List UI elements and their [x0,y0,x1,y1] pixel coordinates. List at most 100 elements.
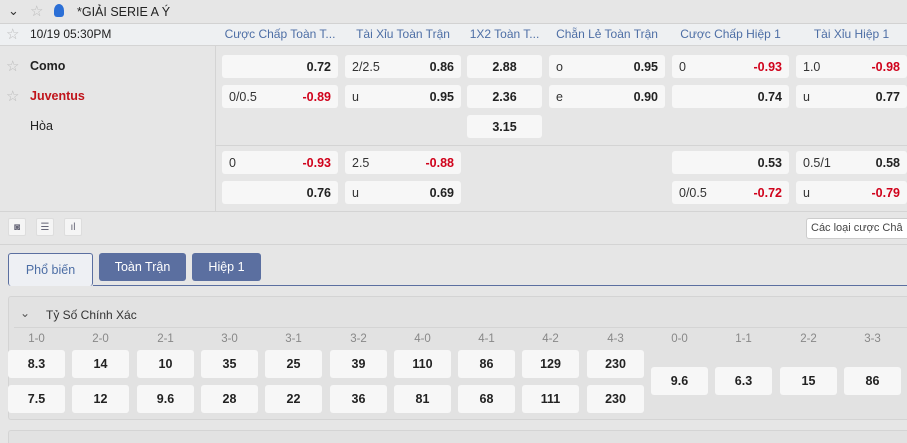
odds-cell[interactable]: 0 -0.93 [222,151,338,174]
score-odds-away[interactable]: 36 [330,385,387,413]
home-star-icon[interactable]: ☆ [6,58,20,75]
favorite-star-icon[interactable]: ☆ [30,3,44,20]
odds-cell[interactable]: 3.15 [467,115,542,138]
divider [0,211,907,212]
odds-cell[interactable]: e 0.90 [549,85,665,108]
score-label: 3-0 [221,333,238,345]
odds-value: 2.88 [492,59,517,74]
home-team: Como [30,59,66,73]
score-label: 1-1 [735,333,752,345]
tab-full-match[interactable]: Toàn Trận [99,253,186,281]
odds-cell[interactable]: 2.36 [467,85,542,108]
odds-value: 0.95 [633,59,658,74]
odds-value: 0.69 [429,185,454,200]
odds-cell[interactable]: 0.5/1 0.58 [796,151,907,174]
next-market-panel [8,430,907,443]
score-odds-home[interactable]: 10 [137,350,194,378]
odds-value: -0.93 [302,155,332,170]
divider [0,244,907,245]
score-label: 4-3 [607,333,624,345]
score-odds-home[interactable]: 230 [587,350,644,378]
odds-value: 3.15 [492,119,517,134]
score-odds-away[interactable]: 68 [458,385,515,413]
odds-value: 2.36 [492,89,517,104]
score-odds-home[interactable]: 8.3 [8,350,65,378]
score-odds-draw[interactable]: 86 [844,367,901,395]
score-odds-home[interactable]: 110 [394,350,451,378]
odds-cell[interactable]: 2.5 -0.88 [345,151,461,174]
odds-line: u [803,185,810,200]
score-odds-home[interactable]: 129 [522,350,579,378]
score-odds-away[interactable]: 28 [201,385,258,413]
odds-line: u [352,185,359,200]
score-odds-home[interactable]: 35 [201,350,258,378]
odds-value: 0.58 [875,155,900,170]
odds-cell[interactable]: 0/0.5 -0.72 [672,181,789,204]
odds-line: u [803,89,810,104]
score-label: 0-0 [671,333,688,345]
odds-value: -0.79 [871,185,901,200]
column-header: Cược Chấp Toàn T... [224,27,336,41]
bet-types-dropdown[interactable]: Các loại cược Châ [806,218,907,239]
score-odds-away[interactable]: 230 [587,385,644,413]
score-odds-draw[interactable]: 15 [780,367,837,395]
odds-cell[interactable]: o 0.95 [549,55,665,78]
score-odds-away[interactable]: 81 [394,385,451,413]
column-header-row [0,24,907,46]
odds-cell[interactable]: 0.72 [222,55,338,78]
odds-cell[interactable]: 0.74 [672,85,789,108]
column-header: 1X2 Toàn T... [469,27,540,41]
tab-popular[interactable]: Phổ biến [8,253,93,286]
odds-cell[interactable]: 0.76 [222,181,338,204]
collapse-chevron-icon[interactable]: ⌄ [20,306,31,320]
match-star-icon[interactable]: ☆ [6,26,20,43]
away-star-icon[interactable]: ☆ [6,88,20,105]
draw-label: Hòa [30,119,53,133]
divider [215,46,216,211]
odds-line: 0 [229,155,236,170]
score-label: 3-3 [864,333,881,345]
tab-first-half[interactable]: Hiệp 1 [192,253,261,281]
score-odds-away[interactable]: 22 [265,385,322,413]
score-label: 4-2 [542,333,559,345]
odds-cell[interactable]: 0/0.5 -0.89 [222,85,338,108]
odds-cell[interactable]: 0.53 [672,151,789,174]
score-odds-away[interactable]: 12 [72,385,129,413]
odds-line: 2/2.5 [352,59,380,74]
odds-cell[interactable]: u 0.77 [796,85,907,108]
score-odds-draw[interactable]: 9.6 [651,367,708,395]
score-odds-home[interactable]: 86 [458,350,515,378]
column-header: Chẵn Lẻ Toàn Trận [556,27,658,41]
match-time: 10/19 05:30PM [30,27,112,41]
score-odds-away[interactable]: 7.5 [8,385,65,413]
divider [216,145,907,146]
league-name: *GIẢI SERIE A Ý [77,5,171,19]
score-odds-home[interactable]: 39 [330,350,387,378]
score-label: 4-0 [414,333,431,345]
odds-cell[interactable]: 2.88 [467,55,542,78]
bear-icon[interactable]: ◙ [8,218,26,236]
list-icon[interactable]: ☰ [36,218,54,236]
odds-cell[interactable]: 1.0 -0.98 [796,55,907,78]
score-label: 2-0 [92,333,109,345]
odds-cell[interactable]: 0 -0.93 [672,55,789,78]
odds-cell[interactable]: u -0.79 [796,181,907,204]
odds-cell[interactable]: u 0.95 [345,85,461,108]
score-odds-draw[interactable]: 6.3 [715,367,772,395]
odds-cell[interactable]: 2/2.5 0.86 [345,55,461,78]
odds-line: 2.5 [352,155,370,170]
odds-cell[interactable]: u 0.69 [345,181,461,204]
score-odds-home[interactable]: 25 [265,350,322,378]
score-odds-home[interactable]: 14 [72,350,129,378]
tab-underline [93,285,907,286]
odds-line: e [556,89,563,104]
score-odds-away[interactable]: 111 [522,385,579,413]
collapse-chevron-icon[interactable]: ⌄ [8,3,19,18]
column-header: Tài Xỉu Hiệp 1 [813,27,890,41]
odds-line: 1.0 [803,59,821,74]
score-odds-away[interactable]: 9.6 [137,385,194,413]
column-header: Cược Chấp Hiệp 1 [680,27,781,41]
odds-value: 0.86 [429,59,454,74]
stats-chart-icon[interactable]: ıl [64,218,82,236]
odds-value: 0.74 [757,89,782,104]
